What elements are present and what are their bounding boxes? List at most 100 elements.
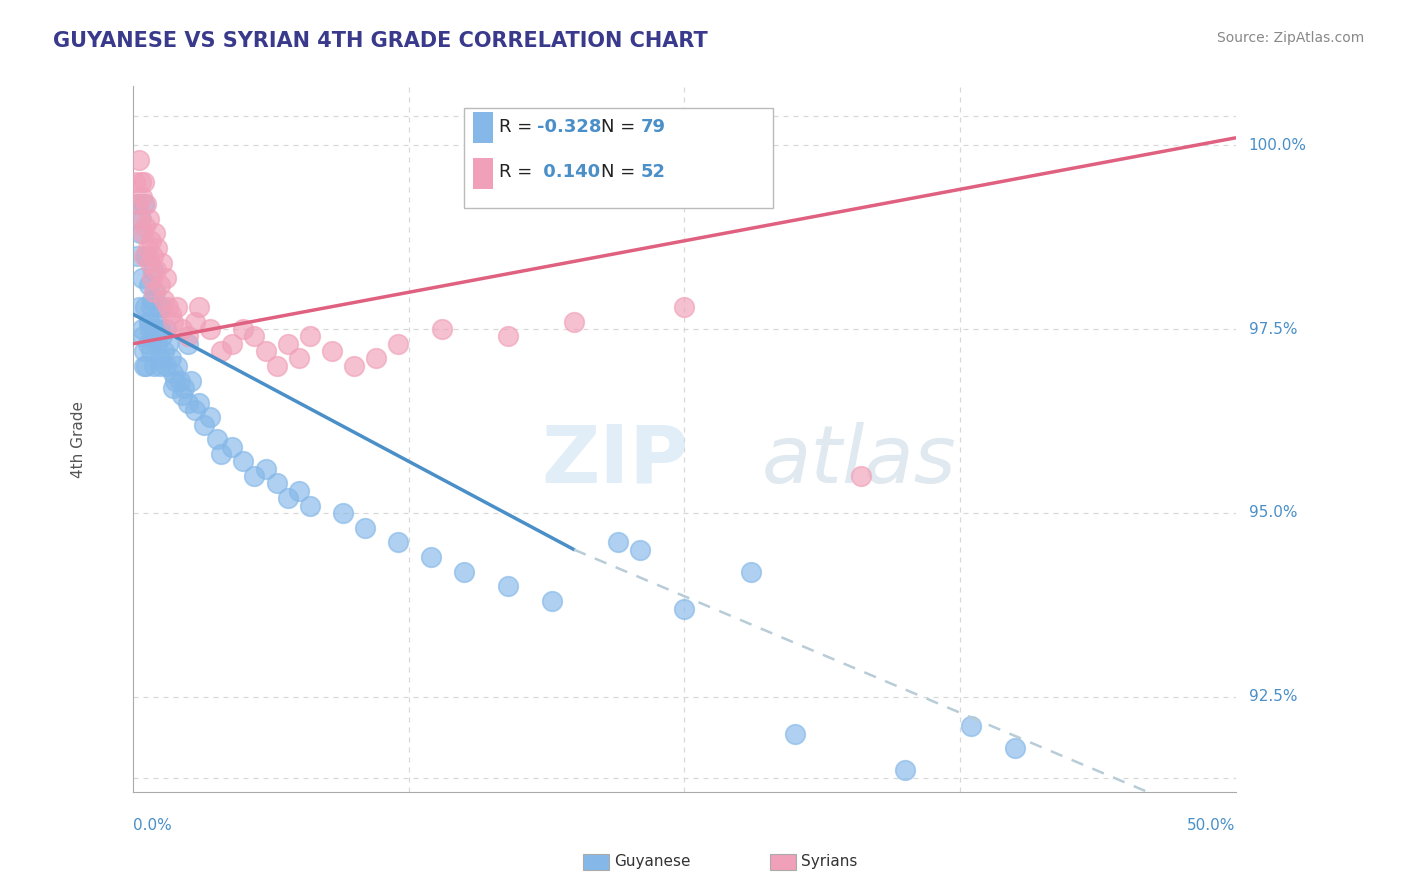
Point [134,197,156,211]
Point [150,300,173,314]
Text: ZIP: ZIP [541,422,689,500]
Point [150,329,173,343]
Point [209,344,232,359]
Point [254,462,277,476]
Point [673,601,696,615]
Point [134,359,156,373]
Point [129,175,152,189]
Text: 100.0%: 100.0% [1249,137,1306,153]
Point [149,351,172,366]
Point [205,433,228,447]
Point [146,336,169,351]
FancyBboxPatch shape [464,109,772,208]
Point [232,322,254,336]
Point [159,307,181,321]
Point [562,315,585,329]
Point [184,403,207,417]
Point [387,535,409,549]
Point [298,499,321,513]
Point [193,417,215,432]
Point [150,256,173,270]
Bar [472,159,492,189]
Point [136,241,159,255]
Text: N =: N = [600,118,641,136]
Point [673,300,696,314]
Point [139,344,162,359]
Point [332,506,354,520]
Text: 52: 52 [640,163,665,181]
Point [149,359,172,373]
Point [143,285,166,300]
Text: -0.328: -0.328 [537,118,602,136]
Point [138,277,160,292]
Point [343,359,366,373]
Point [157,300,180,314]
Point [143,227,166,241]
Text: 50.0%: 50.0% [1187,818,1236,833]
Point [894,764,917,778]
Point [135,248,157,262]
Point [188,300,211,314]
Point [132,329,155,343]
Point [139,256,162,270]
Point [430,322,453,336]
Point [145,263,167,277]
Point [170,322,193,336]
Point [849,469,872,483]
Point [277,336,299,351]
Point [127,197,149,211]
Point [125,248,148,262]
Text: GUYANESE VS SYRIAN 4TH GRADE CORRELATION CHART: GUYANESE VS SYRIAN 4TH GRADE CORRELATION… [53,31,709,51]
Point [139,322,162,336]
Point [177,329,200,343]
Point [387,336,409,351]
Point [134,175,156,189]
Point [254,344,277,359]
Point [1004,741,1026,756]
Point [200,322,222,336]
Point [607,535,630,549]
Point [266,476,288,491]
Point [166,359,188,373]
Point [149,322,172,336]
Point [134,248,156,262]
Point [155,270,177,285]
Point [353,520,375,534]
Point [142,263,165,277]
Point [177,395,200,409]
Point [221,336,243,351]
Point [141,270,163,285]
Point [132,227,155,241]
Point [145,315,167,329]
Text: 97.5%: 97.5% [1249,321,1298,336]
Point [146,241,169,255]
Point [188,395,211,409]
Point [287,483,309,498]
Point [162,366,184,380]
Point [143,322,166,336]
Point [165,374,187,388]
Point [209,447,232,461]
Point [960,719,983,733]
Point [131,270,153,285]
Point [138,315,160,329]
Text: 79: 79 [640,118,665,136]
Point [142,329,165,343]
Point [287,351,309,366]
Text: 92.5%: 92.5% [1249,690,1298,705]
Point [243,469,266,483]
Point [157,336,180,351]
Point [783,726,806,740]
Point [200,410,222,425]
Bar [472,112,492,143]
Point [134,300,156,314]
Point [541,594,564,608]
Point [143,285,166,300]
Point [139,234,162,248]
Point [243,329,266,343]
Text: R =: R = [499,118,538,136]
Text: Syrians: Syrians [801,855,858,869]
Point [177,336,200,351]
Text: R =: R = [499,163,538,181]
Point [153,293,176,307]
